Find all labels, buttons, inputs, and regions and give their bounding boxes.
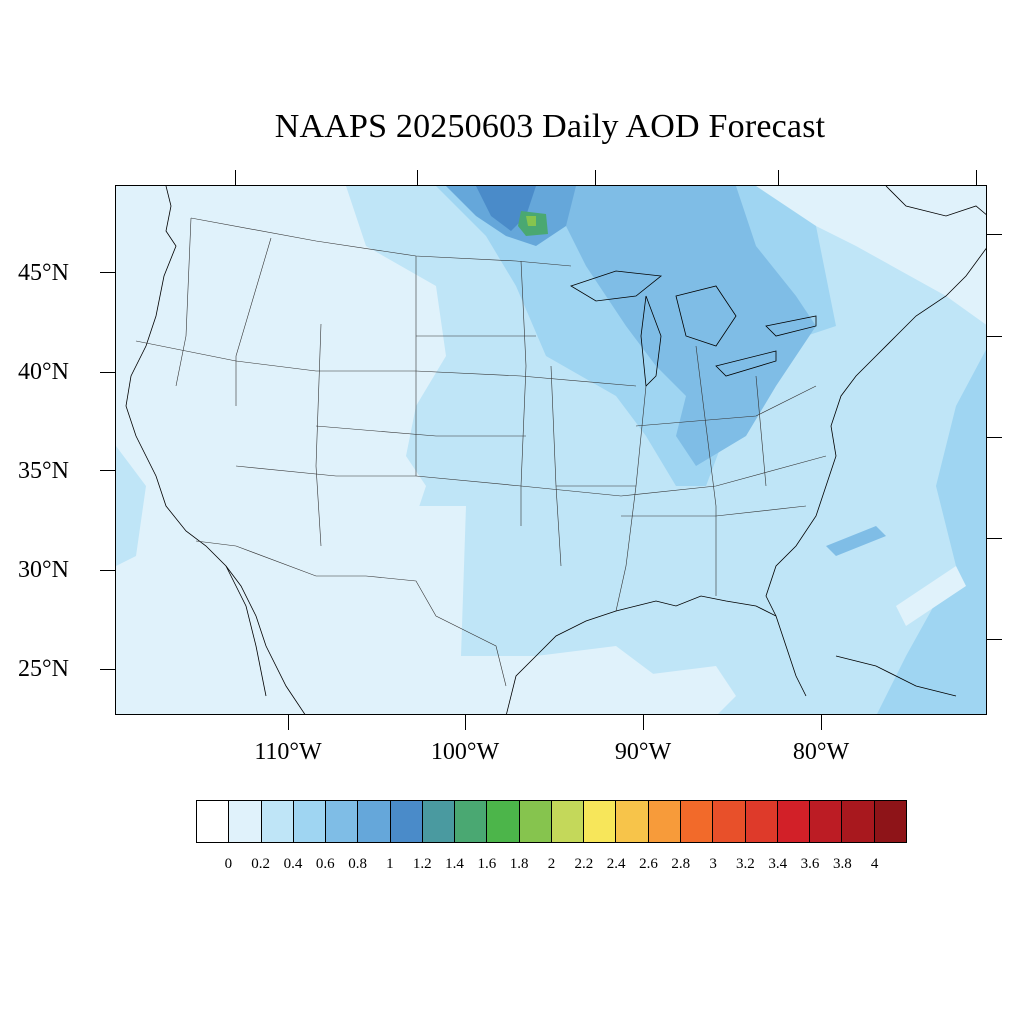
colorbar-swatch (550, 801, 584, 842)
colorbar-label: 1.8 (509, 856, 529, 872)
left-tick (100, 470, 115, 471)
longitude-label: 100°W (430, 739, 500, 765)
state-borders (135, 217, 827, 687)
latitude-label: 35°N (18, 458, 69, 484)
aod-colorbar (196, 800, 907, 843)
top-tick (417, 170, 418, 185)
left-tick (100, 372, 115, 373)
colorbar-swatch (197, 801, 229, 842)
bottom-tick (643, 715, 644, 730)
colorbar-label: 3.8 (832, 856, 852, 872)
aod-plume-atlantic (877, 349, 986, 714)
colorbar-label: 3.6 (800, 856, 820, 872)
latitude-label: 25°N (18, 656, 69, 682)
latitude-label: 30°N (18, 557, 69, 583)
bottom-tick (465, 715, 466, 730)
aod-plume-atlantic-clear (896, 566, 966, 626)
aod-plume-atlantic-stripe (826, 526, 886, 556)
colorbar-swatch (357, 801, 390, 842)
left-tick (100, 669, 115, 670)
colorbar-swatch (454, 801, 487, 842)
colorbar-swatch (841, 801, 874, 842)
colorbar-label: 4 (870, 856, 879, 872)
colorbar-label: 0.4 (283, 856, 303, 872)
colorbar-swatch (518, 801, 551, 842)
colorbar-label: 2.4 (606, 856, 626, 872)
latitude-label: 40°N (18, 359, 69, 385)
longitude-label: 110°W (254, 739, 322, 765)
aod-plume-southwest (416, 506, 466, 656)
colorbar-label: 0 (224, 856, 233, 872)
colorbar-swatch (679, 801, 713, 842)
aod-plume-midwest (546, 186, 816, 466)
colorbar-swatch (873, 801, 906, 842)
colorbar-label: 1 (386, 856, 394, 872)
colorbar-swatch (776, 801, 810, 842)
colorbar-label: 1.2 (412, 856, 432, 872)
colorbar-swatch (325, 801, 358, 842)
latitude-label: 45°N (18, 260, 69, 286)
colorbar-label: 0.6 (315, 856, 335, 872)
colorbar-label: 2 (547, 856, 556, 872)
right-tick (987, 639, 1002, 640)
map-title: NAAPS 20250603 Daily AOD Forecast (274, 108, 826, 145)
right-tick (987, 437, 1002, 438)
right-tick (987, 234, 1002, 235)
colorbar-swatch (712, 801, 745, 842)
colorbar-swatch (260, 801, 293, 842)
aod-map (115, 185, 987, 715)
colorbar-swatch (421, 801, 455, 842)
top-tick (976, 170, 977, 185)
top-tick (235, 170, 236, 185)
colorbar-swatch (228, 801, 261, 842)
aod-plume-west (116, 446, 146, 566)
colorbar-swatch (292, 801, 326, 842)
top-tick (595, 170, 596, 185)
colorbar-label: 2.8 (671, 856, 691, 872)
colorbar-label: 0.2 (251, 856, 270, 872)
colorbar-swatch (583, 801, 616, 842)
right-tick (987, 336, 1002, 337)
colorbar-label: 3 (709, 856, 717, 872)
longitude-label: 90°W (614, 739, 672, 765)
aod-plume-gulf-clear (636, 666, 736, 714)
colorbar-swatch (615, 801, 648, 842)
bottom-tick (288, 715, 289, 730)
longitude-label: 80°W (792, 739, 850, 765)
colorbar-label: 0.8 (348, 856, 367, 872)
colorbar-swatch (744, 801, 777, 842)
left-tick (100, 570, 115, 571)
right-tick (987, 538, 1002, 539)
colorbar-label: 2.6 (639, 856, 658, 872)
aod-plume-bright (526, 216, 536, 226)
colorbar-label: 3.4 (768, 856, 788, 872)
coastlines (125, 186, 986, 714)
colorbar-label: 1.6 (477, 856, 497, 872)
colorbar-swatch (389, 801, 422, 842)
colorbar-label: 2.2 (574, 856, 594, 872)
top-tick (778, 170, 779, 185)
left-tick (100, 272, 115, 273)
colorbar-swatch (809, 801, 842, 842)
bottom-tick (821, 715, 822, 730)
colorbar-swatch (486, 801, 519, 842)
colorbar-label: 3.2 (736, 856, 755, 872)
colorbar-swatch (647, 801, 680, 842)
aod-map-canvas (116, 186, 986, 714)
aod-colorbar-labels: 0 0.2 0.4 0.6 0.8 1 1.2 1.4 1.6 1.8 2 2.2 2.4 2.6 2.8 3… (0, 856, 1024, 876)
colorbar-label: 1.4 (445, 856, 464, 872)
